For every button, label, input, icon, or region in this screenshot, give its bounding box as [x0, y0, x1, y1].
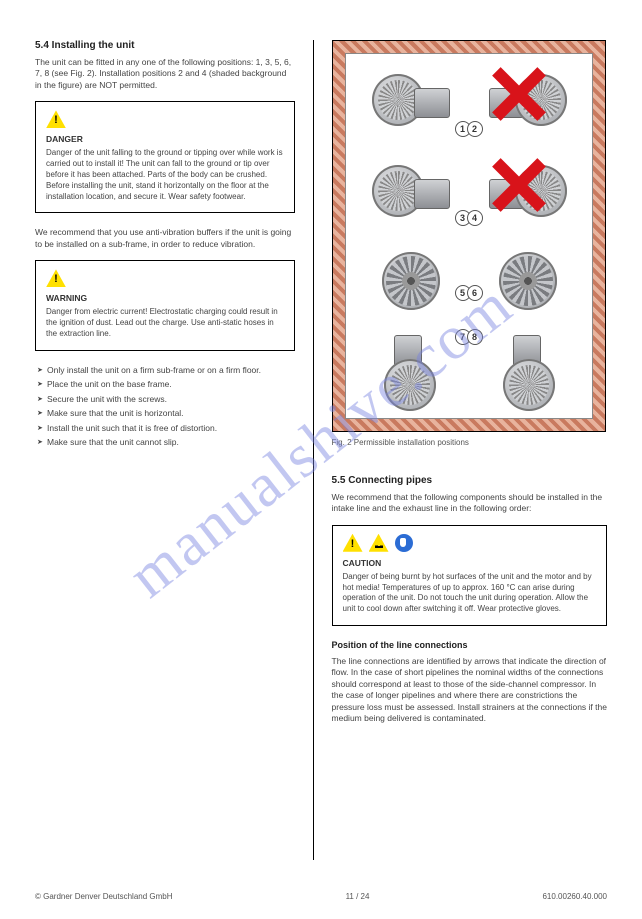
list-item: Secure the unit with the screws.	[35, 394, 295, 405]
orientation-cell: 8	[471, 327, 586, 412]
warning-title: CAUTION	[343, 558, 596, 568]
blower-icon	[489, 157, 567, 227]
orientation-cell: 7	[352, 327, 467, 412]
warning-icon-row	[46, 269, 284, 287]
blower-icon	[370, 157, 448, 227]
orientation-number-badge: 2	[467, 121, 483, 137]
orientation-grid: 1 2	[352, 60, 586, 412]
paragraph-antivibration: We recommend that you use anti-vibration…	[35, 227, 295, 250]
list-item: Install the unit such that it is free of…	[35, 423, 295, 434]
column-right: 1 2	[314, 40, 607, 860]
paragraph-line-connections: The line connections are identified by a…	[332, 656, 607, 725]
footer-copyright: © Gardner Denver Deutschland GmbH	[35, 892, 173, 901]
blower-icon	[370, 68, 448, 138]
orientation-cell: 4	[471, 149, 586, 234]
orientation-diagram: 1 2	[332, 40, 606, 432]
wear-gloves-icon	[395, 534, 413, 552]
list-item: Place the unit on the base frame.	[35, 379, 295, 390]
heading-connect-pipes: 5.5 Connecting pipes	[332, 475, 607, 486]
blower-icon	[370, 335, 448, 405]
warning-triangle-icon	[46, 110, 66, 128]
warning-box-electric: WARNING Danger from electric current! El…	[35, 260, 295, 350]
warning-icon-row	[343, 534, 596, 552]
orientation-number-badge: 6	[467, 285, 483, 301]
blower-icon	[489, 335, 567, 405]
list-item: Make sure that the unit cannot slip.	[35, 437, 295, 448]
warning-box-danger: DANGER Danger of the unit falling to the…	[35, 101, 295, 213]
figure-caption: Fig. 2 Permissible installation position…	[332, 438, 607, 449]
column-left: 5.4 Installing the unit The unit can be …	[35, 40, 313, 860]
heading-line-connections: Position of the line connections	[332, 640, 607, 650]
footer-page-number: 11 / 24	[346, 892, 370, 901]
warning-title: WARNING	[46, 293, 284, 303]
orientation-number-badge: 4	[467, 210, 483, 226]
warning-triangle-icon	[343, 534, 363, 552]
blower-icon	[489, 246, 567, 316]
orientation-cell: 5	[352, 238, 467, 323]
orientation-cell: 6	[471, 238, 586, 323]
blower-icon	[370, 246, 448, 316]
blower-icon	[489, 68, 567, 138]
orientation-cell: 1	[352, 60, 467, 145]
warning-triangle-icon	[46, 269, 66, 287]
page: 5.4 Installing the unit The unit can be …	[0, 0, 642, 919]
install-steps-list: Only install the unit on a firm sub-fram…	[35, 365, 295, 449]
two-column-layout: 5.4 Installing the unit The unit can be …	[35, 40, 607, 860]
orientation-cell: 2	[471, 60, 586, 145]
heading-install-unit: 5.4 Installing the unit	[35, 40, 295, 51]
paragraph-install-positions: The unit can be fitted in any one of the…	[35, 57, 295, 91]
warning-icon-row	[46, 110, 284, 128]
hot-surface-icon	[369, 534, 389, 552]
warning-body: Danger from electric current! Electrosta…	[46, 307, 284, 339]
list-item: Only install the unit on a firm sub-fram…	[35, 365, 295, 376]
diagram-inner-panel: 1 2	[345, 53, 593, 419]
orientation-number-badge: 8	[467, 329, 483, 345]
orientation-cell: 3	[352, 149, 467, 234]
page-footer: © Gardner Denver Deutschland GmbH 11 / 2…	[35, 892, 607, 901]
paragraph-pipe-intro: We recommend that the following componen…	[332, 492, 607, 515]
list-item: Make sure that the unit is horizontal.	[35, 408, 295, 419]
warning-box-hot-surface: CAUTION Danger of being burnt by hot sur…	[332, 525, 607, 626]
warning-body: Danger of being burnt by hot surfaces of…	[343, 572, 596, 615]
warning-title: DANGER	[46, 134, 284, 144]
footer-doc-id: 610.00260.40.000	[542, 892, 607, 901]
warning-body: Danger of the unit falling to the ground…	[46, 148, 284, 202]
